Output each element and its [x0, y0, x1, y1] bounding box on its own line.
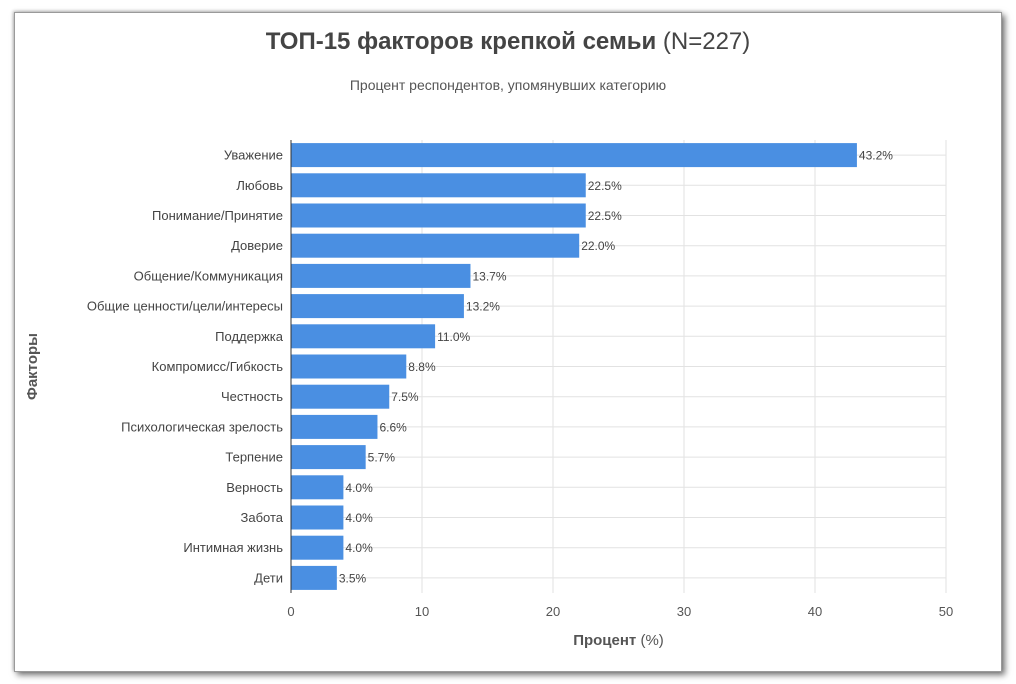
bar [291, 414, 378, 439]
bar [291, 505, 344, 530]
x-tick-label: 20 [546, 604, 560, 619]
data-label: 22.5% [588, 179, 622, 193]
category-labels: Уважение Любовь Понимание/Принятие Доверие О… [87, 148, 284, 586]
category-label: Компромисс/Гибкость [152, 359, 284, 374]
data-label: 43.2% [859, 149, 893, 163]
bar [291, 565, 337, 590]
category-label: Уважение [224, 148, 283, 163]
chart-frame [14, 12, 1002, 672]
chart-title-sample-size: (N=227) [662, 28, 751, 55]
bar [291, 233, 580, 258]
bar [291, 203, 586, 228]
category-label: Психологическая зрелость [121, 419, 283, 434]
category-label: Общие ценности/цели/интересы [87, 299, 283, 314]
category-label: Поддержка [215, 329, 284, 344]
bar [291, 445, 366, 470]
chart-title-main: ТОП-15 факторов крепкой семьи [265, 28, 657, 55]
x-axis-title-unit: (%) [640, 632, 663, 649]
data-label: 3.5% [339, 571, 367, 585]
chart-title: ТОП-15 факторов крепкой семьи (N=227) [0, 28, 1016, 56]
bar [291, 173, 586, 198]
category-label: Доверие [231, 238, 283, 253]
category-label: Любовь [236, 178, 283, 193]
bar [291, 384, 390, 409]
y-axis-title: Факторы [24, 333, 41, 400]
bar [291, 324, 436, 349]
bar [291, 143, 857, 168]
data-label: 8.8% [408, 360, 436, 374]
category-label: Дети [254, 570, 283, 585]
category-label: Интимная жизнь [183, 540, 283, 555]
x-tick-labels: 0 10 20 30 40 50 [287, 604, 953, 619]
data-labels: 43.2% 22.5% 22.5% 22.0% 13.7% 13.2% 11.0% 8.8% 7… [339, 149, 893, 586]
data-label: 4.0% [345, 511, 373, 525]
data-label: 22.0% [581, 239, 615, 253]
bar [291, 263, 471, 288]
x-tick-label: 0 [287, 604, 294, 619]
data-label: 4.0% [345, 481, 373, 495]
data-label: 11.0% [437, 330, 470, 344]
x-tick-label: 30 [677, 604, 691, 619]
x-tick-label: 50 [939, 604, 953, 619]
data-label: 6.6% [379, 420, 407, 434]
data-label: 7.5% [391, 390, 419, 404]
bar [291, 475, 344, 500]
category-label: Верность [226, 480, 283, 495]
data-label: 4.0% [345, 541, 373, 555]
x-axis-title-main: Процент [573, 632, 636, 649]
data-label: 22.5% [588, 209, 622, 223]
category-label: Честность [221, 389, 283, 404]
bars-group [291, 143, 857, 590]
bar [291, 354, 407, 379]
category-label: Забота [240, 510, 283, 525]
category-label: Понимание/Принятие [152, 208, 283, 223]
bar [291, 294, 464, 319]
data-label: 5.7% [368, 451, 396, 465]
data-label: 13.2% [466, 300, 500, 314]
x-tick-label: 40 [808, 604, 822, 619]
bar [291, 535, 344, 560]
category-label: Общение/Коммуникация [134, 268, 283, 283]
x-axis-title: Процент (%) [573, 632, 664, 649]
x-tick-label: 10 [415, 604, 429, 619]
data-label: 13.7% [472, 269, 506, 283]
chart-subtitle: Процент респондентов, упомянувших катего… [349, 77, 667, 93]
category-label: Терпение [225, 450, 283, 465]
